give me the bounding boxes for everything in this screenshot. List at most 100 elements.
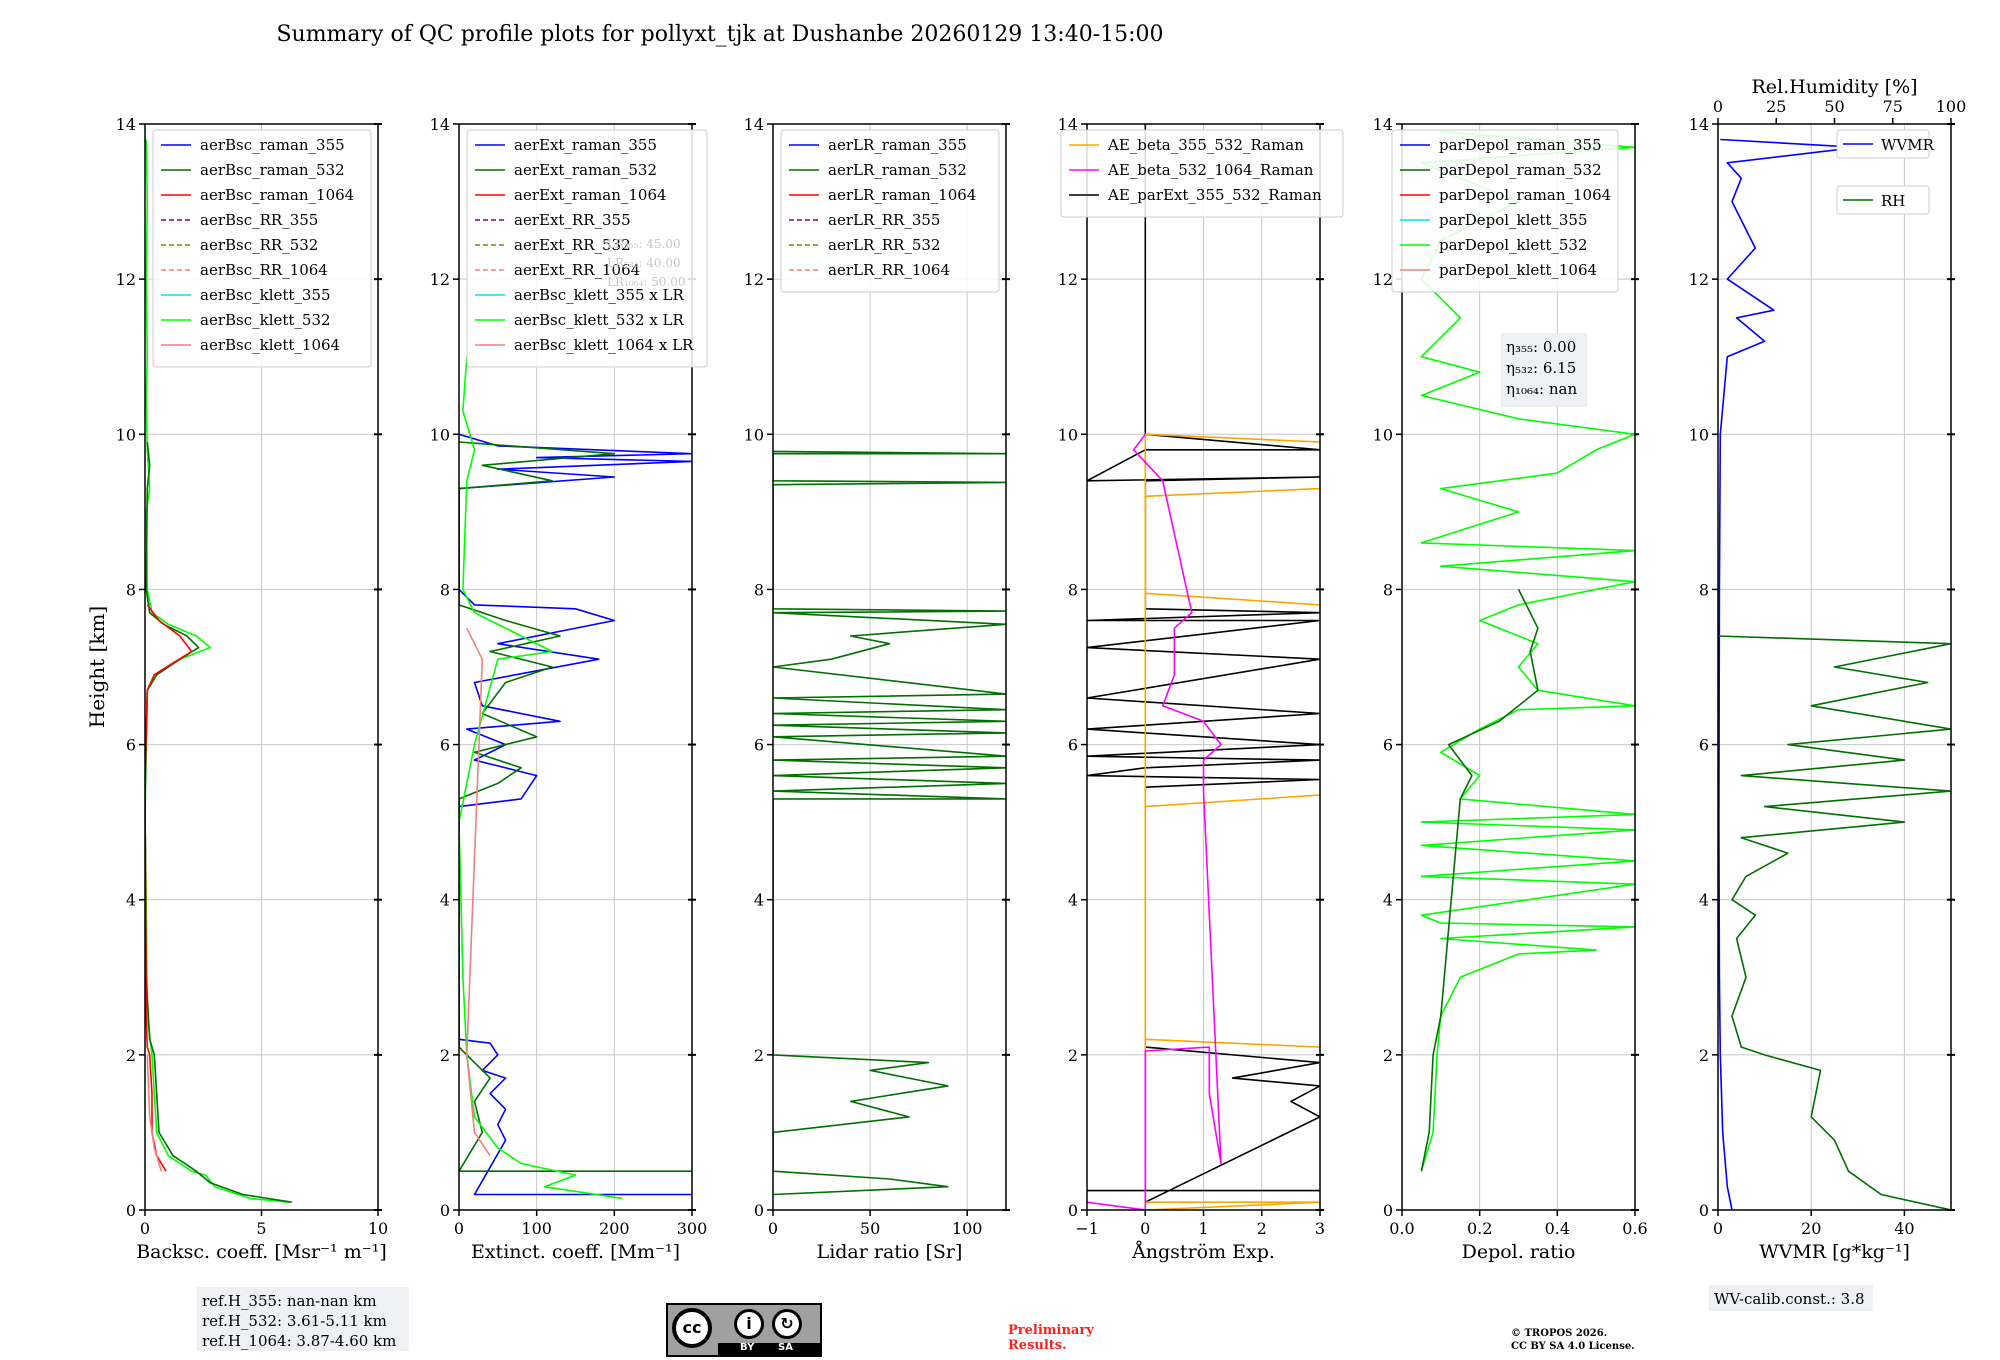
x-tick-label: 100	[521, 1219, 552, 1238]
y-tick-label: 12	[1689, 270, 1709, 289]
y-tick-label: 4	[754, 891, 764, 910]
series-aerBsc_klett_1064	[146, 1054, 163, 1172]
series-aerExt_raman_532	[459, 441, 692, 1172]
y-tick-label: 4	[1699, 891, 1709, 910]
y-tick-label: 14	[1689, 115, 1709, 134]
y-tick-label: 4	[1383, 891, 1393, 910]
x-axis-label: WVMR [g*kg⁻¹]	[1759, 1241, 1910, 1263]
y-tick-label: 2	[1383, 1046, 1393, 1065]
x-tick-label: 300	[677, 1219, 708, 1238]
legend-label: parDepol_raman_355	[1439, 136, 1602, 154]
y-tick-label: 6	[1068, 736, 1078, 755]
legend-label: aerLR_raman_532	[828, 161, 967, 179]
x-axis-label: Depol. ratio	[1462, 1241, 1576, 1263]
copyright-note: © TROPOS 2026. CC BY SA 4.0 License.	[1511, 1328, 1635, 1352]
y-tick-label: 0	[1383, 1201, 1393, 1220]
annotation-bg	[197, 1287, 409, 1351]
legend-label: aerExt_RR_532	[514, 236, 631, 254]
eta-line: η₃₅₅: 0.00	[1506, 338, 1576, 356]
y-tick-label: 8	[440, 580, 450, 599]
x-tick-label: 0.4	[1545, 1219, 1570, 1238]
top-tick-label: 50	[1824, 97, 1844, 116]
y-tick-label: 12	[1058, 270, 1078, 289]
legend-label: AE_beta_532_1064_Raman	[1107, 161, 1314, 179]
y-tick-label: 12	[744, 270, 764, 289]
x-tick-label: 50	[860, 1219, 880, 1238]
y-tick-label: 4	[440, 891, 450, 910]
x-axis-label: Extinct. coeff. [Mm⁻¹]	[471, 1241, 680, 1263]
legend-label: parDepol_klett_532	[1439, 236, 1588, 254]
legend-label: WVMR	[1881, 136, 1935, 154]
y-tick-label: 0	[440, 1201, 450, 1220]
legend: aerExt_raman_355 aerExt_raman_532 aerExt_r…	[466, 129, 708, 368]
top-tick-label: 75	[1883, 97, 1903, 116]
x-tick-label: 1	[1198, 1219, 1208, 1238]
legend-box	[1836, 185, 1930, 215]
legend-label: aerBsc_RR_1064	[200, 261, 328, 279]
y-tick-label: 8	[1383, 580, 1393, 599]
y-tick-label: 2	[126, 1046, 136, 1065]
x-axis-label: Backsc. coeff. [Msr⁻¹ m⁻¹]	[136, 1241, 387, 1263]
figure-title: Summary of QC profile plots for pollyxt_…	[276, 22, 1164, 47]
x-axis-label: Lidar ratio [Sr]	[817, 1241, 963, 1263]
top-axis-label: Rel.Humidity [%]	[1751, 76, 1917, 98]
legend-label: aerLR_raman_355	[828, 136, 967, 154]
y-tick-label: 0	[754, 1201, 764, 1220]
axes-frame	[458, 123, 693, 1211]
eta-line: η₁₀₆₄: nan	[1506, 380, 1577, 398]
legend-box	[1836, 129, 1930, 159]
x-tick-label: 0	[1713, 1219, 1723, 1238]
x-tick-label: 0.0	[1389, 1219, 1414, 1238]
x-tick-label: −1	[1075, 1219, 1099, 1238]
legend-label: aerBsc_klett_355 x LR	[514, 286, 685, 304]
legend-label: parDepol_raman_532	[1439, 161, 1602, 179]
y-tick-label: 0	[126, 1201, 136, 1220]
y-tick-label: 10	[116, 425, 136, 444]
legend-label: parDepol_raman_1064	[1439, 186, 1611, 204]
legend-box	[1060, 129, 1344, 218]
y-tick-label: 4	[1068, 891, 1078, 910]
x-tick-label: 5	[256, 1219, 266, 1238]
y-tick-label: 14	[1373, 115, 1393, 134]
legend: parDepol_raman_355 parDepol_raman_532 parD…	[1391, 129, 1619, 293]
legend-label: aerLR_RR_532	[828, 236, 940, 254]
y-tick-label: 12	[430, 270, 450, 289]
calib-box: WV-calib.const.: 3.8	[1709, 1285, 1873, 1311]
series-AE_parExt_355_532_Raman	[1087, 1046, 1320, 1203]
y-tick-label: 6	[1383, 736, 1393, 755]
x-tick-label: 20	[1801, 1219, 1821, 1238]
legend-label: aerBsc_raman_532	[200, 161, 345, 179]
legend-box	[1391, 129, 1619, 293]
top-tick-label: 100	[1936, 97, 1967, 116]
series-aerExt_raman_355	[459, 433, 692, 1196]
lr-label: LR₅₃₂: 40.00	[607, 256, 681, 270]
y-tick-label: 4	[126, 891, 136, 910]
y-tick-label: 8	[754, 580, 764, 599]
y-tick-label: 0	[1699, 1201, 1709, 1220]
axes-frame	[1401, 123, 1636, 1211]
y-tick-label: 2	[1068, 1046, 1078, 1065]
series-aerLR_raman_532	[773, 450, 1006, 1196]
legend: aerBsc_raman_355 aerBsc_raman_532 aerBsc_r…	[152, 129, 372, 368]
y-tick-label: 10	[1373, 425, 1393, 444]
panel-extinction: 0 100 200 300 0 2 4 6 8 10 12 14 Extinct. coeff. [Mm…	[430, 115, 708, 1263]
top-tick-label: 0	[1713, 97, 1723, 116]
series-AE_parExt_upper	[1087, 124, 1320, 792]
legend-label: parDepol_klett_355	[1439, 211, 1588, 229]
y-tick-label: 8	[1699, 580, 1709, 599]
panel-depol: 0.0 0.2 0.4 0.6 0 2 4 6 8 10 12 14 Depol. ratio parDe…	[1373, 115, 1648, 1263]
series-aerBsc_raman_1064	[145, 604, 193, 1172]
x-tick-label: 0	[140, 1219, 150, 1238]
series-aerBsc_raman_532	[145, 441, 292, 1203]
x-tick-label: 200	[599, 1219, 630, 1238]
legend-label: aerBsc_klett_1064 x LR	[514, 336, 694, 354]
x-tick-label: 2	[1257, 1219, 1267, 1238]
cc-license-badge: cc i ↻ BY SA	[666, 1303, 822, 1357]
series-group	[459, 356, 692, 1200]
y-axis-label: Height [km]	[85, 606, 109, 728]
cc-logo-icon: cc	[672, 1308, 712, 1348]
y-tick-label: 6	[440, 736, 450, 755]
legend-label: AE_beta_355_532_Raman	[1107, 136, 1304, 154]
